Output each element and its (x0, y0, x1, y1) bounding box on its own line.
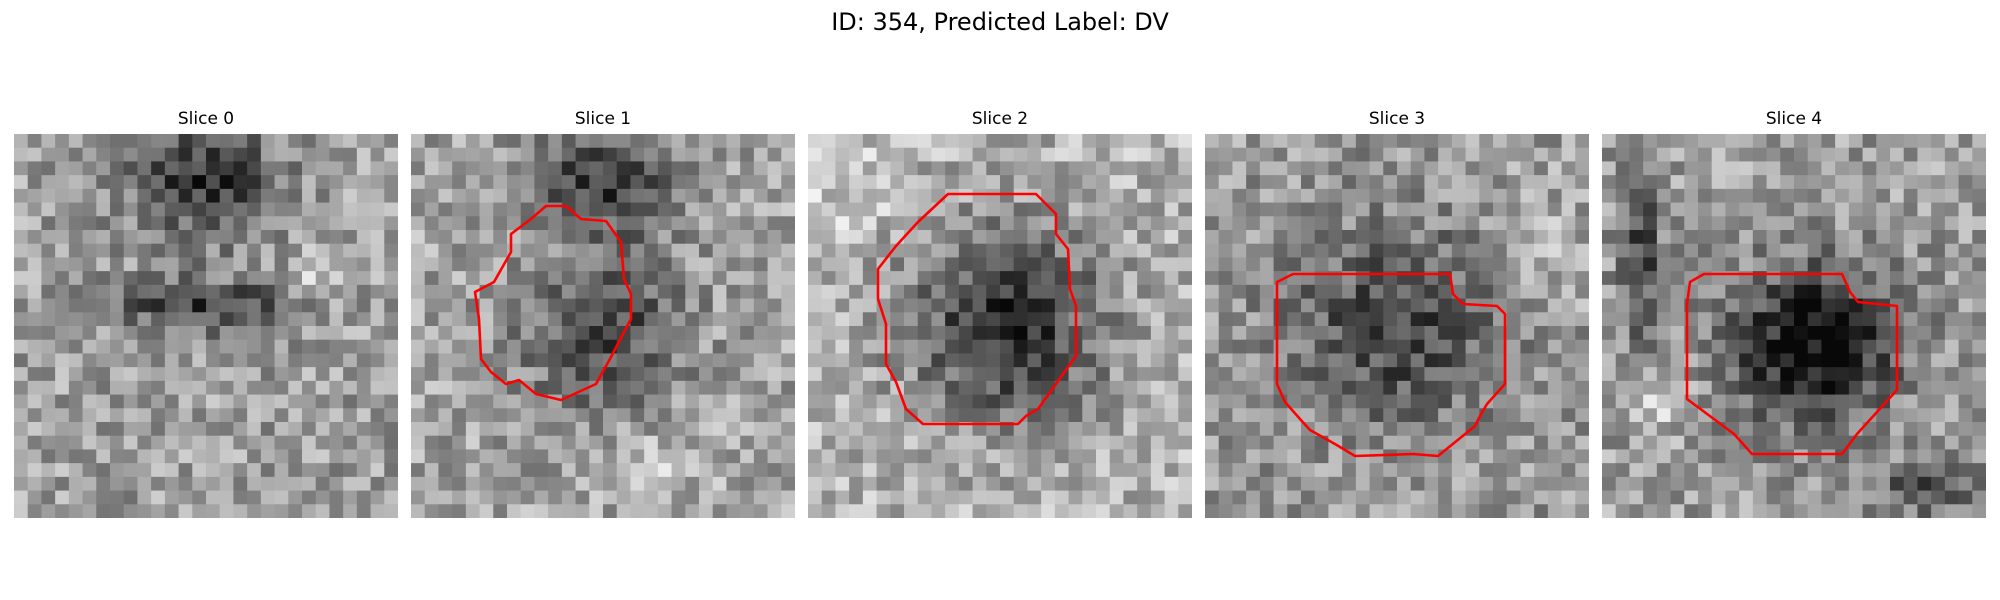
panel-title: Slice 3 (1368, 109, 1426, 129)
panel-slice-3: Slice 3 (1205, 108, 1589, 518)
slice-image (808, 134, 1192, 518)
panel-slice-0: Slice 0 (14, 108, 398, 518)
slice-image (1205, 134, 1589, 518)
pixel-grid (14, 134, 398, 518)
panel-title: Slice 4 (1765, 109, 1823, 129)
slice-image (1602, 134, 1986, 518)
panel-slice-2: Slice 2 (808, 108, 1192, 518)
panel-title: Slice 0 (177, 109, 235, 129)
panel-title: Slice 1 (574, 109, 632, 129)
pixel-grid (411, 134, 795, 518)
panel-slice-4: Slice 4 (1602, 108, 1986, 518)
panel-slice-1: Slice 1 (411, 108, 795, 518)
panel-title: Slice 2 (971, 109, 1029, 129)
slice-image (411, 134, 795, 518)
segmentation-contour (1275, 272, 1507, 458)
segmentation-contour (1685, 272, 1899, 456)
segmentation-contour (473, 204, 633, 402)
pixel-grid (1205, 134, 1589, 518)
figure-title: ID: 354, Predicted Label: DV (831, 8, 1169, 36)
segmentation-contour (876, 192, 1078, 426)
slice-image (14, 134, 398, 518)
pixel-grid (1602, 134, 1986, 518)
pixel-grid (808, 134, 1192, 518)
